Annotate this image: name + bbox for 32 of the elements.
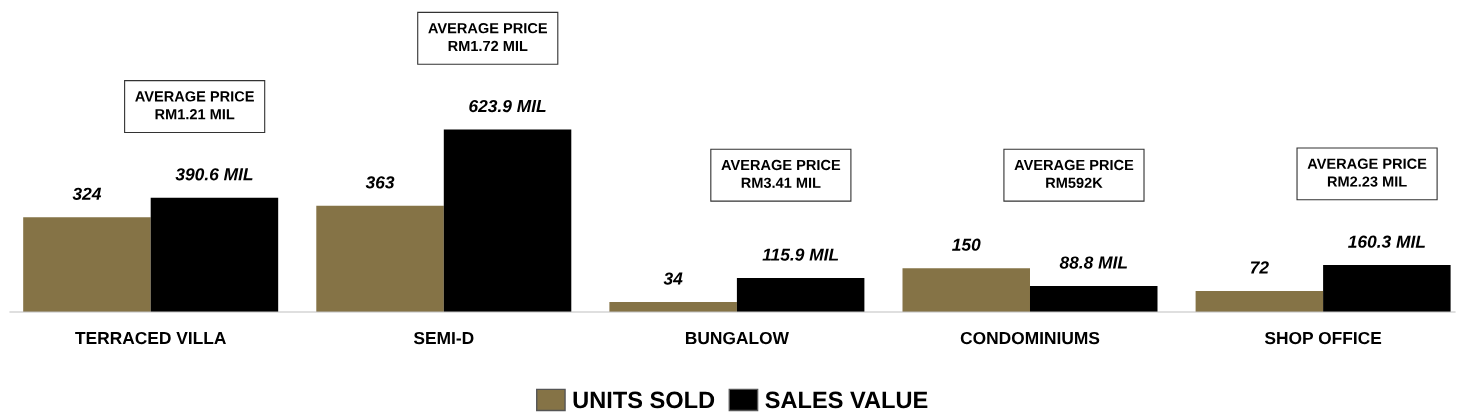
bar	[736, 278, 865, 312]
data-label: 150	[952, 238, 981, 251]
annotation: AVERAGE PRICE RM2.23 MIL	[1307, 158, 1427, 187]
x-tick-label: SHOP OFFICE	[1264, 331, 1382, 345]
bar	[902, 268, 1030, 312]
data-label: 363	[365, 176, 395, 189]
data-label: 72	[1250, 261, 1269, 274]
bar	[1323, 265, 1451, 312]
text: AVERAGE PRICE RM1.21 MIL	[135, 91, 254, 120]
data-label: 623.9 MIL	[469, 99, 546, 113]
data-label: 160.3 MIL	[1348, 235, 1425, 248]
data-label: 324	[72, 187, 102, 200]
annotation: AVERAGE PRICE RM3.41 MIL	[721, 159, 841, 188]
bar	[1030, 286, 1158, 312]
bar	[443, 129, 572, 312]
legend-label: UNITS SOLD	[573, 391, 715, 409]
bar	[150, 197, 279, 312]
data-label: 88.8 MIL	[1059, 256, 1127, 269]
text: AVERAGE PRICE RM1.72 MIL	[428, 22, 548, 51]
bar	[316, 205, 444, 312]
data-label: 390.6 MIL	[175, 168, 253, 181]
bar	[609, 302, 737, 312]
bar	[23, 217, 151, 312]
x-tick-label: TERRACED VILLA	[75, 331, 226, 345]
legend-label: SALES VALUE	[765, 391, 928, 409]
x-tick-label: SEMI-D	[413, 331, 474, 345]
data-label: 34	[663, 272, 683, 285]
bar	[1195, 290, 1324, 312]
data-label: 115.9 MIL	[762, 248, 839, 261]
x-tick-label: BUNGALOW	[685, 331, 789, 345]
x-tick-label: CONDOMINIUMS	[960, 331, 1100, 345]
annotation: AVERAGE PRICE RM592K	[1014, 159, 1134, 188]
